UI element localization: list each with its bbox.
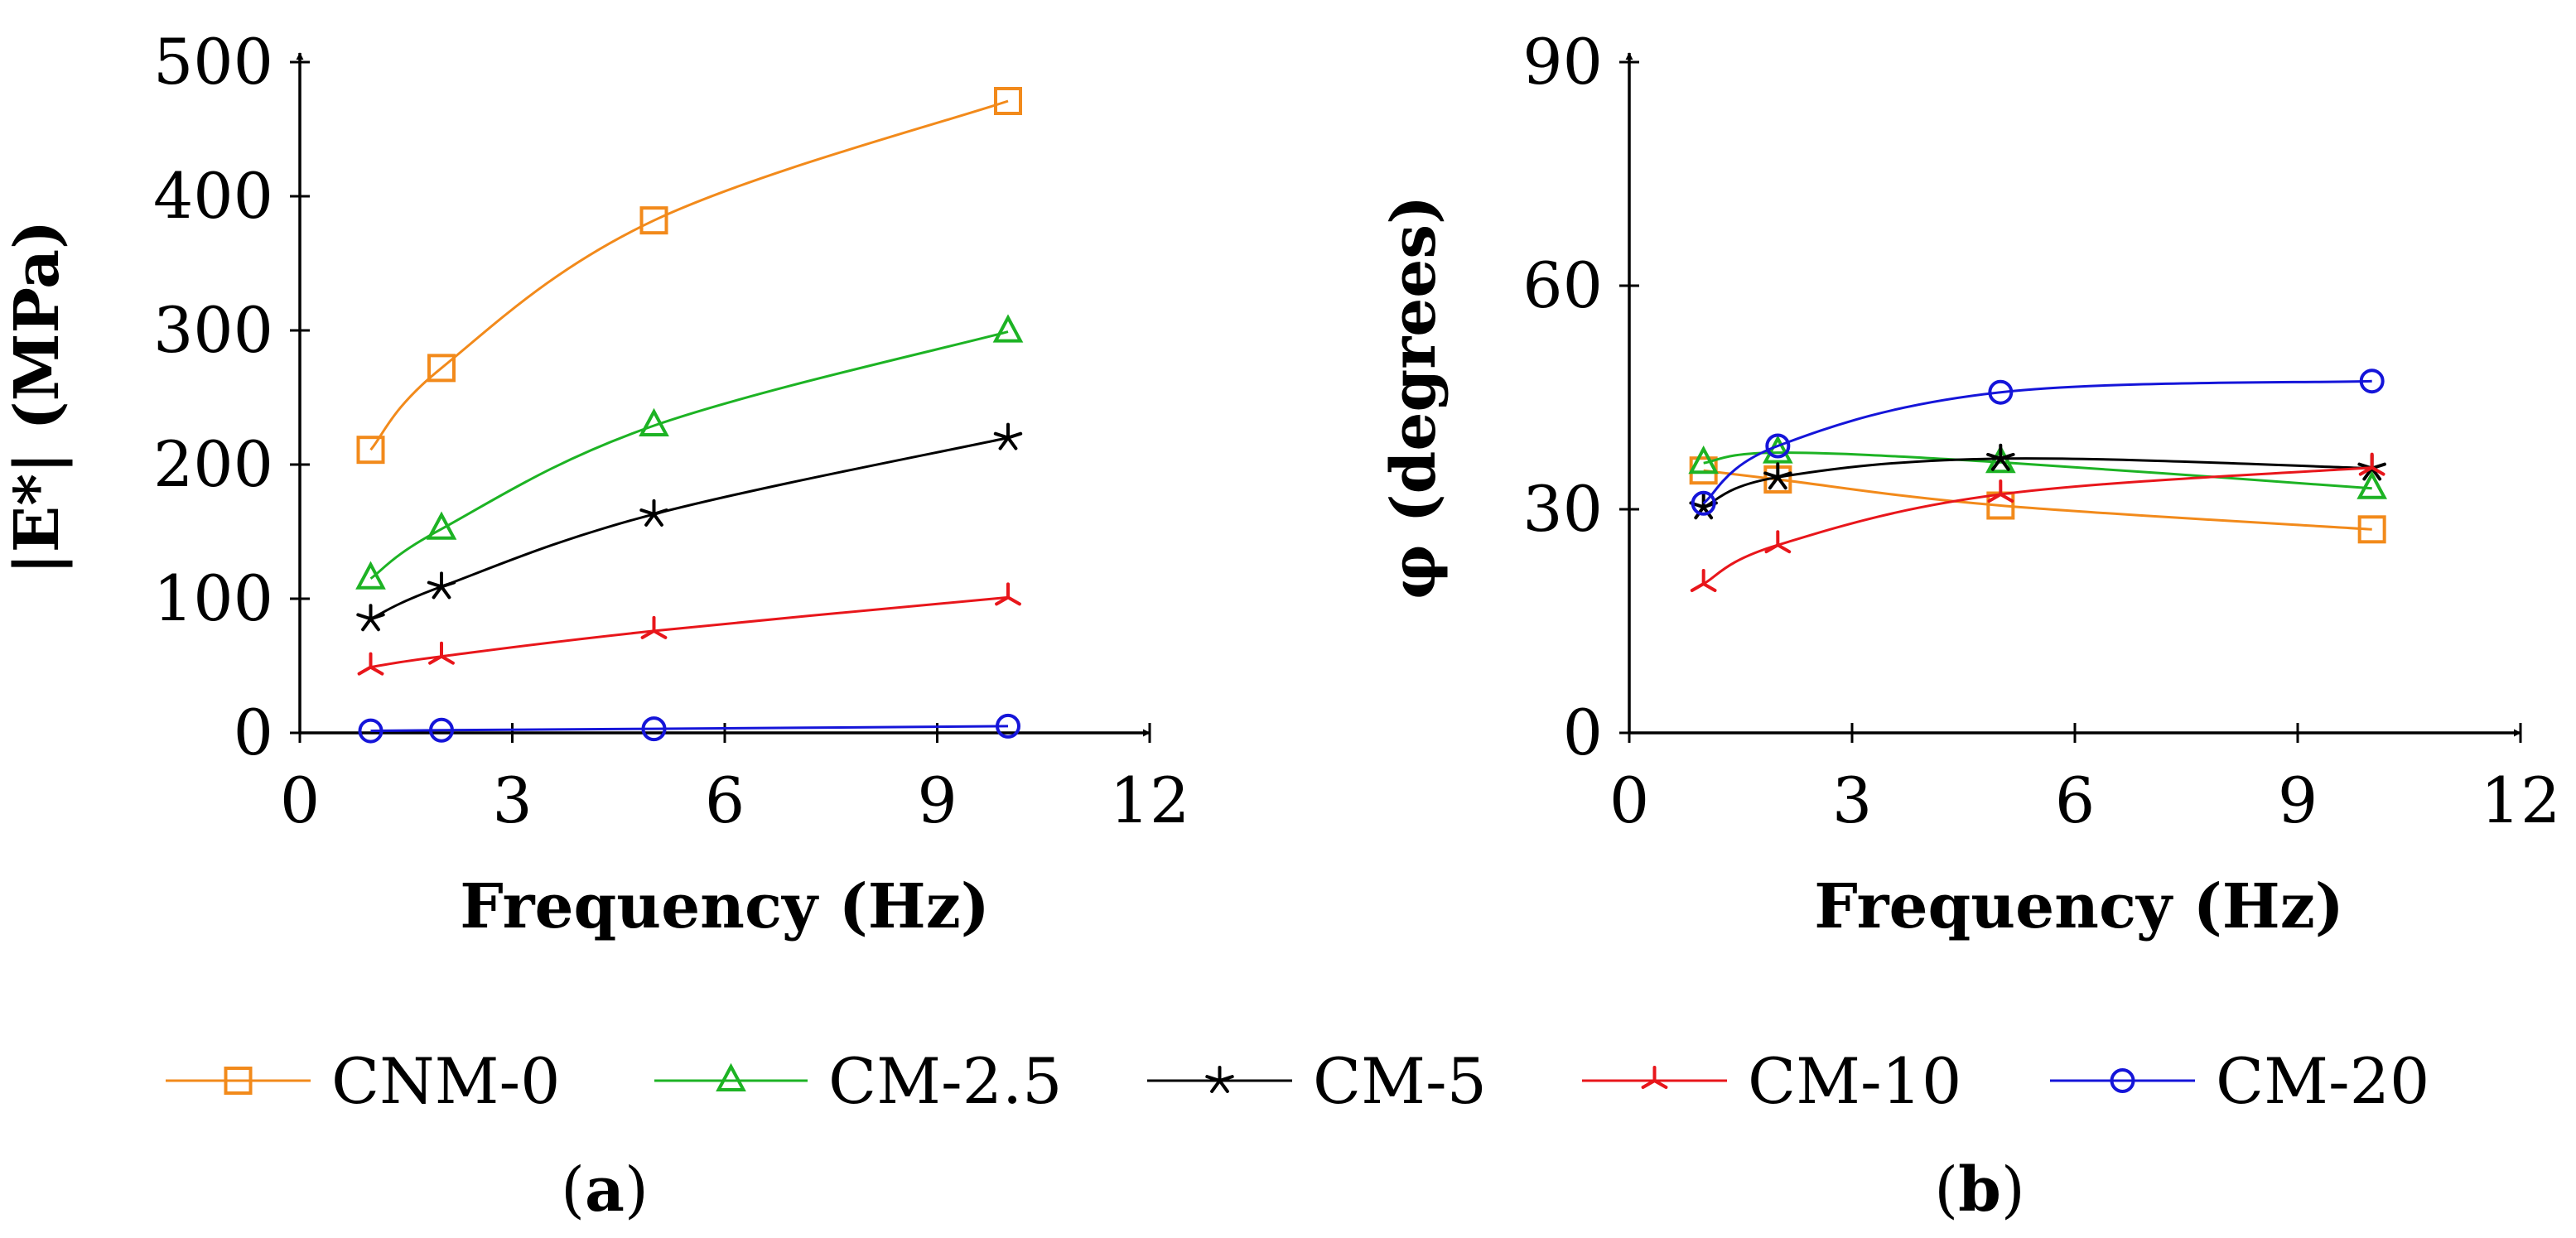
legend-item-cm-2-5: CM-2.5	[654, 1044, 1063, 1118]
panel-a-point-cm-5	[993, 422, 1023, 450]
panel-a-x-axis-title: Frequency (Hz)	[460, 871, 990, 942]
legend-label-cnm-0: CNM-0	[331, 1044, 561, 1118]
panel-b-point-cm-5	[1986, 443, 2015, 471]
panel-a-point-cm-10	[428, 641, 455, 665]
panel-b-y-tick-label: 30	[1522, 472, 1603, 546]
panel-b-line-cm-20	[1702, 379, 2372, 504]
panel-a-series-cm-20	[358, 713, 1020, 744]
panel-b-line-cnm-0	[1703, 469, 2372, 531]
panel-a-point-cm-10	[640, 615, 668, 639]
panel-a-y-tick-label: 100	[153, 561, 273, 635]
panel-a-point-cm-20	[996, 713, 1020, 739]
legend-marker-cm-10	[1641, 1066, 1668, 1089]
legend-label-cm-10: CM-10	[1748, 1044, 1961, 1118]
panel-b-x-tick-label: 6	[2055, 764, 2095, 837]
legend-item-cm-5: CM-5	[1147, 1044, 1487, 1118]
legend-marker-cm-2-5	[716, 1062, 746, 1091]
panel-b-point-cm-20	[2359, 369, 2385, 394]
legend: CNM-0 CM-2.5 CM-5 CM-10 CM-20	[166, 1044, 2429, 1118]
panel-b-x-tick-label: 3	[1832, 764, 1872, 837]
panel-a-x-tick-label: 9	[917, 764, 957, 837]
panel-b-x-tick-label: 12	[2481, 764, 2561, 837]
panel-a-chart: 0 3 6 9 12 0 100 200 300 400 500 Frequency (Hz) |E*|…	[2, 25, 1189, 942]
panel-b-line-cm-10	[1702, 466, 2372, 585]
panel-a-point-cnm-0	[427, 354, 456, 383]
panel-a-point-cm-2-5	[639, 407, 669, 437]
panel-a-x-tick-label: 6	[705, 764, 745, 837]
panel-a-point-cm-5	[427, 571, 456, 600]
legend-label-cm-5: CM-5	[1313, 1044, 1487, 1118]
panel-a-point-cm-10	[357, 652, 384, 676]
panel-a-y-tick-label: 200	[153, 427, 273, 501]
panel-a-point-cm-5	[356, 604, 385, 632]
panel-a-y-axis-title: |E*| (MPa)	[2, 220, 73, 575]
panel-b-point-cm-10	[1764, 530, 1792, 554]
panel-b-x-axis-title: Frequency (Hz)	[1814, 871, 2344, 942]
panel-b-series-cm-10	[1690, 452, 2385, 592]
panel-a-line-cm-20	[370, 725, 1009, 733]
panel-b-y-tick-label: 60	[1522, 248, 1603, 322]
panel-b-point-cm-10	[1690, 569, 1717, 592]
panel-b-x-tick-label: 0	[1609, 764, 1649, 837]
legend-marker-cm-5	[1205, 1066, 1234, 1093]
panel-b-point-cm-20	[1765, 433, 1791, 459]
panel-a-point-cm-2-5	[355, 561, 386, 590]
panel-b-series-cm-5	[1689, 443, 2386, 520]
panel-a-series-cm-10	[357, 582, 1021, 676]
legend-item-cm-20: CM-20	[2050, 1044, 2429, 1118]
panel-a-y-tick-label: 400	[153, 159, 273, 233]
panel-a-x-tick-label: 0	[280, 764, 320, 837]
legend-item-cm-10: CM-10	[1582, 1044, 1961, 1118]
panel-a-line-cnm-0	[369, 99, 1009, 451]
panel-b-point-cm-10	[1987, 479, 2014, 503]
panel-a-series-cm-2-5	[355, 314, 1024, 590]
panel-a-point-cnm-0	[356, 436, 385, 465]
panel-a-point-cm-2-5	[426, 511, 457, 540]
caption-a: (a)	[561, 1154, 649, 1226]
panel-a-y-tick-label: 0	[234, 696, 273, 769]
panel-a-point-cm-5	[639, 499, 668, 527]
panel-b-point-cm-10	[2358, 452, 2385, 476]
panel-b-series-cm-20	[1691, 369, 2385, 516]
panel-a-y-tick-label: 300	[153, 293, 273, 367]
panel-a-point-cm-20	[358, 718, 384, 744]
panel-a-point-cm-20	[429, 717, 454, 743]
panel-a-x-tick-label: 12	[1110, 764, 1190, 837]
legend-label-cm-2-5: CM-2.5	[828, 1044, 1063, 1118]
panel-a-point-cm-20	[641, 716, 667, 742]
legend-label-cm-20: CM-20	[2216, 1044, 2429, 1118]
captions: (a) (b)	[561, 1154, 2025, 1226]
panel-a-point-cm-10	[995, 582, 1021, 606]
panel-a-point-cm-2-5	[992, 314, 1024, 343]
panel-b-y-tick-label: 90	[1522, 25, 1603, 99]
panel-b-y-axis-title: φ (degrees)	[1378, 195, 1450, 600]
panel-a-x-tick-label: 3	[492, 764, 532, 837]
panel-b-chart: 0 3 6 9 12 0 30 60 90 Frequency (Hz) φ (degrees)	[1378, 25, 2560, 942]
panel-a-series-cm-5	[356, 422, 1023, 632]
panel-a-point-cnm-0	[994, 86, 1022, 115]
panel-b-line-cm-5	[1703, 457, 2372, 508]
panel-b-point-cm-20	[1988, 379, 2014, 405]
panel-b-series-cnm-0	[1689, 456, 2386, 544]
panel-a-line-cm-5	[369, 436, 1009, 620]
caption-b: (b)	[1934, 1154, 2025, 1226]
panel-b-point-cm-2-5	[2357, 470, 2388, 499]
panel-b-point-cm-5	[1763, 462, 1792, 490]
panel-b-point-cm-2-5	[1762, 435, 1793, 464]
panel-b-point-cnm-0	[2357, 515, 2386, 544]
panel-b-point-cm-20	[1691, 490, 1716, 516]
panel-a-point-cnm-0	[639, 206, 668, 235]
panel-a-y-tick-label: 500	[153, 25, 273, 99]
legend-marker-cnm-0	[224, 1067, 253, 1095]
panel-b-series-cm-2-5	[1688, 435, 2388, 499]
panel-b-point-cm-2-5	[1688, 445, 1720, 474]
panel-a-series-cnm-0	[356, 86, 1022, 465]
panel-b-y-tick-label: 0	[1563, 696, 1603, 769]
legend-item-cnm-0: CNM-0	[166, 1044, 561, 1118]
panel-b-x-tick-label: 9	[2278, 764, 2318, 837]
panel-a-line-cm-10	[370, 595, 1009, 669]
legend-marker-cm-20	[2110, 1068, 2135, 1093]
panel-a-line-cm-2-5	[369, 330, 1009, 580]
